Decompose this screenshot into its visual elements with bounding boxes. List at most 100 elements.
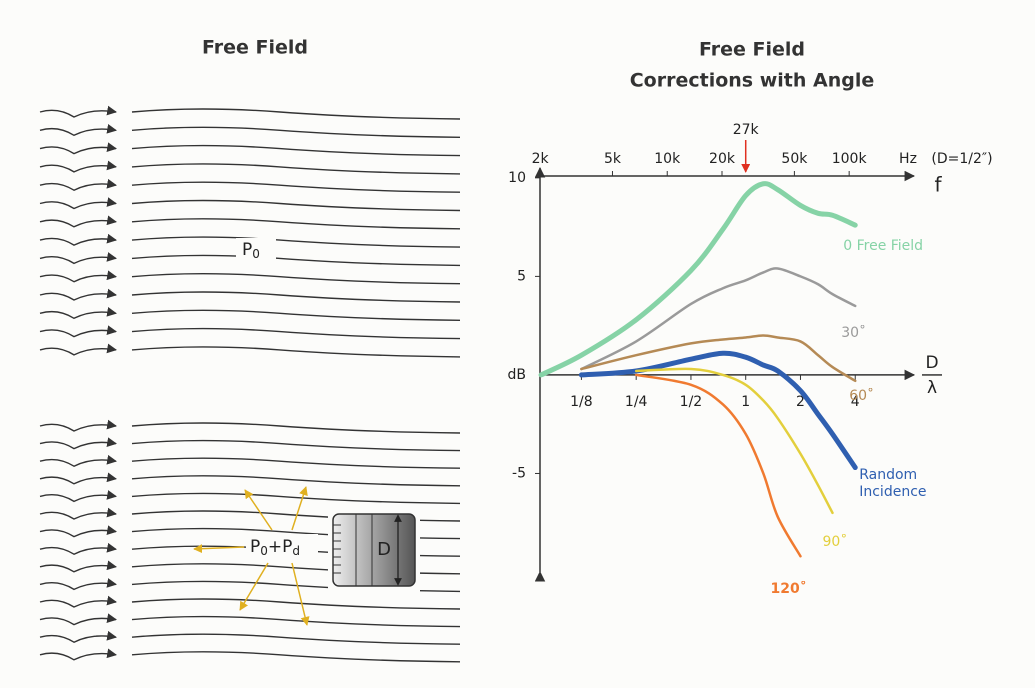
short-wave [39,630,117,644]
label-bg [246,534,318,560]
top-axis-label: f [934,173,942,197]
series-label: 120˚ [770,581,807,598]
wave-line [131,475,461,487]
x-tick-label: 1/4 [625,394,648,410]
chart-subtitle: Corrections with Angle [630,70,875,92]
left-title: Free Field [202,37,308,59]
wave-line [131,108,461,120]
upper-label: P0 [242,240,260,261]
wave-line [131,218,461,230]
short-wave [39,578,117,591]
wave-line [131,181,461,193]
short-wave [39,560,117,573]
y-tick-label: 5 [517,268,526,284]
short-wave [39,490,117,503]
wave-line [131,199,461,212]
wave-line [131,163,461,175]
wave-line [131,651,461,663]
wave-line [131,327,461,340]
wave-line [131,254,461,267]
x-tick-label: 4 [851,394,860,410]
label-part: P [242,240,252,260]
short-wave [39,160,117,173]
wave-line [131,291,461,303]
short-wave [39,419,117,432]
series-name: 0 Free Field [843,238,924,255]
wave-line [131,598,461,610]
short-wave [39,197,117,210]
short-wave [39,178,117,192]
wave-line [131,126,461,138]
x-label-num: D [925,353,938,373]
mic-label: D [377,539,391,560]
series-label: 60˚ [849,387,875,404]
y-tick-label: 10 [508,170,526,186]
series-label: 30˚ [841,324,867,341]
series-name: 30˚ [841,324,867,341]
wave-line [131,346,461,358]
series-line [538,181,858,378]
series-line [634,367,834,515]
y-axis-label: dB [508,367,527,383]
series-label: 0 Free Field [843,238,924,255]
short-wave [39,595,117,608]
series-name: Random Incidence [859,466,927,500]
marker-label: 27k [733,122,760,138]
series-line [580,267,857,371]
series-label: 90˚ [823,534,848,550]
lower-label: P0+Pd [250,537,300,558]
short-wave [39,142,117,155]
chart: dB -5 5 10 1/8 1/4 1/2 1 2 4 Dλ 2k 5k 10k 20k 50k 100k Hz… [508,122,993,598]
short-wave [39,233,117,246]
x-tick-label: 1/2 [680,394,703,410]
series-name: 60˚ [849,387,875,404]
chart-title: Free Field [699,39,805,61]
top-note: (D=1/2″) [931,151,992,167]
wave-line [131,615,461,628]
wave-line [131,236,461,248]
series-line [578,350,858,471]
x-tick-label: 2 [796,394,805,410]
short-wave [39,648,117,661]
top-tick-label: 5k [604,151,622,167]
short-wave [39,252,117,265]
short-wave [39,437,117,450]
y-tick-label: -5 [512,465,526,481]
short-wave [39,325,117,338]
label-part: +P [268,537,293,557]
label-sub: 0 [260,544,268,558]
top-tick-label: 50k [781,151,808,167]
short-wave [39,472,117,485]
series-name: 120˚ [770,581,807,598]
top-tick-label: 10k [654,151,681,167]
short-wave [39,215,117,228]
short-wave [39,343,117,356]
series-label: Random Incidence [859,466,927,500]
short-wave [39,270,117,283]
x-label-den: λ [927,378,937,398]
microphone [328,508,420,592]
short-wave [39,454,117,468]
short-wave [39,507,117,520]
top-tick-label: 100k [832,151,868,167]
wave-line [131,492,461,505]
wave-line [131,422,461,434]
wave-line [131,457,461,469]
x-tick-label: 1 [741,394,750,410]
short-wave [39,105,117,118]
wavefronts [39,105,461,663]
label-sub: d [292,544,300,558]
wave-line [131,273,461,285]
wave-line [131,309,461,321]
top-unit: Hz [899,151,917,167]
series-line [580,334,857,383]
label-sub: 0 [252,247,260,261]
top-tick-label: 20k [709,151,736,167]
label-part: P [250,537,260,557]
x-tick-label: 1/8 [570,394,593,410]
scatter-arrows [193,486,310,626]
wave-line [131,144,461,157]
short-wave [39,124,117,137]
top-tick-label: 2k [532,151,550,167]
